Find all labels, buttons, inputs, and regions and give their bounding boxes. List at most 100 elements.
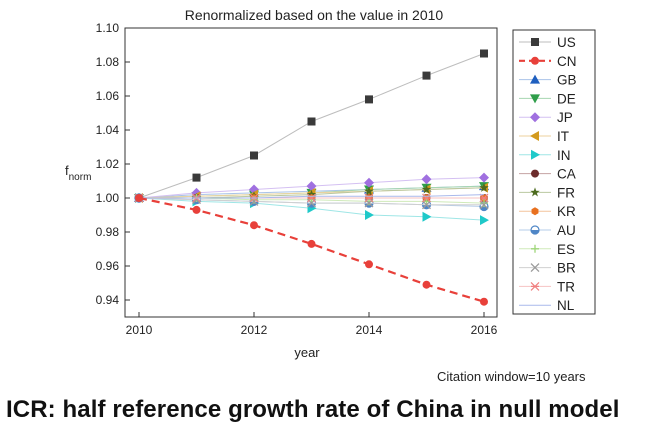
legend-marker-in xyxy=(531,149,540,160)
x-tick-label: 2012 xyxy=(241,323,268,337)
data-point-us xyxy=(250,151,258,160)
legend-item-cn: CN xyxy=(519,54,577,69)
legend-marker-br xyxy=(530,263,540,273)
data-point-au-fill xyxy=(307,203,316,208)
data-point-tr xyxy=(479,193,489,203)
series-line-nl xyxy=(139,194,485,199)
legend-item-gb: GB xyxy=(519,73,577,88)
y-axis-label: fnorm xyxy=(65,163,91,183)
legend-item-it: IT xyxy=(519,129,569,144)
data-point-br xyxy=(192,195,201,205)
data-point-tr xyxy=(364,193,374,203)
y-axis-label-main: f xyxy=(65,163,69,178)
legend-item-de: DE xyxy=(519,91,576,106)
y-tick-label: 0.94 xyxy=(96,293,120,307)
data-point-cn xyxy=(365,260,373,269)
data-point-jp xyxy=(306,181,317,192)
series-line-cn xyxy=(138,196,485,303)
x-tick-label: 2016 xyxy=(471,323,498,337)
y-tick-label: 0.96 xyxy=(96,259,120,273)
legend-item-tr: TR xyxy=(519,279,575,294)
data-point-tr xyxy=(422,193,431,203)
legend-label-kr: KR xyxy=(557,204,576,219)
legend-label-tr: TR xyxy=(557,279,575,294)
legend-marker-au-fill xyxy=(531,230,539,234)
y-tick-label: 1.08 xyxy=(96,55,120,69)
data-point-us xyxy=(192,173,201,182)
data-point-es xyxy=(250,195,258,204)
legend-marker-gb xyxy=(530,74,540,84)
x-axis-label: year xyxy=(294,345,320,360)
chart-title: Renormalized based on the value in 2010 xyxy=(185,7,444,23)
data-point-br xyxy=(422,200,431,210)
legend-marker-jp xyxy=(530,112,540,123)
data-point-es xyxy=(480,199,488,208)
legend-item-ca: CA xyxy=(519,167,576,182)
data-point-fr xyxy=(364,186,374,196)
legend-label-nl: NL xyxy=(557,298,575,313)
legend-label-cn: CN xyxy=(557,54,577,69)
legend-item-in: IN xyxy=(519,148,571,163)
y-tick-label: 1.10 xyxy=(96,21,120,35)
y-tick-label: 1.04 xyxy=(96,123,120,137)
legend-label-us: US xyxy=(557,35,576,50)
data-point-jp xyxy=(364,177,374,188)
legend-marker-es xyxy=(531,244,539,253)
data-point-us xyxy=(422,71,431,80)
series-cn xyxy=(135,194,488,306)
y-axis-label-sub: norm xyxy=(69,172,92,183)
legend-item-us: US xyxy=(519,35,576,50)
data-point-in xyxy=(480,215,489,226)
data-point-cn xyxy=(422,280,431,289)
legend-label-de: DE xyxy=(557,91,576,106)
data-point-cn xyxy=(250,221,258,230)
legend-marker-tr xyxy=(530,281,540,291)
data-point-au-fill xyxy=(422,204,431,209)
figure-caption: ICR: half reference growth rate of China… xyxy=(6,396,620,423)
legend-item-au: AU xyxy=(519,223,576,238)
data-point-fr xyxy=(479,182,489,192)
legend-marker-au xyxy=(530,225,540,235)
y-tick-label: 1.06 xyxy=(96,89,120,103)
x-tick-label: 2014 xyxy=(356,323,383,337)
legend-label-it: IT xyxy=(557,129,569,144)
y-tick-label: 1.02 xyxy=(96,157,120,171)
data-point-us xyxy=(480,49,488,58)
legend-marker-fr xyxy=(530,187,540,197)
legend-marker-kr xyxy=(531,207,539,216)
legend-label-fr: FR xyxy=(557,185,575,200)
legend-label-es: ES xyxy=(557,242,575,257)
data-point-us xyxy=(307,117,316,126)
legend-marker-cn xyxy=(531,56,539,65)
citation-window-note: Citation window=10 years xyxy=(437,369,586,384)
data-point-cn xyxy=(135,194,143,202)
legend-item-br: BR xyxy=(519,261,576,276)
legend-box xyxy=(512,29,596,315)
legend-label-jp: JP xyxy=(557,110,573,125)
data-point-in xyxy=(422,211,432,222)
data-point-jp xyxy=(479,172,489,183)
legend-label-br: BR xyxy=(557,261,576,276)
series-line-us xyxy=(138,53,485,199)
data-point-cn xyxy=(192,205,201,214)
legend-label-au: AU xyxy=(557,223,576,238)
data-point-cn xyxy=(307,239,316,248)
data-point-tr xyxy=(307,193,316,203)
legend-item-es: ES xyxy=(519,242,575,257)
legend-item-jp: JP xyxy=(519,110,573,125)
y-tick-label: 0.98 xyxy=(96,225,120,239)
legend-marker-de xyxy=(530,94,540,104)
legend-item-fr: FR xyxy=(519,185,575,200)
legend: US CN GB DE JP IT IN CA FR KR AU ES BR TR NL xyxy=(519,35,577,313)
x-tick-label: 2010 xyxy=(126,323,153,337)
data-point-br xyxy=(479,200,489,210)
legend-label-in: IN xyxy=(557,148,571,163)
data-point-us xyxy=(365,95,373,104)
legend-label-ca: CA xyxy=(557,167,576,182)
data-point-fr xyxy=(421,184,432,194)
legend-item-kr: KR xyxy=(519,204,576,219)
data-point-cn xyxy=(480,297,488,306)
data-point-br xyxy=(249,196,259,206)
legend-label-gb: GB xyxy=(557,73,577,88)
data-point-in xyxy=(365,210,374,220)
